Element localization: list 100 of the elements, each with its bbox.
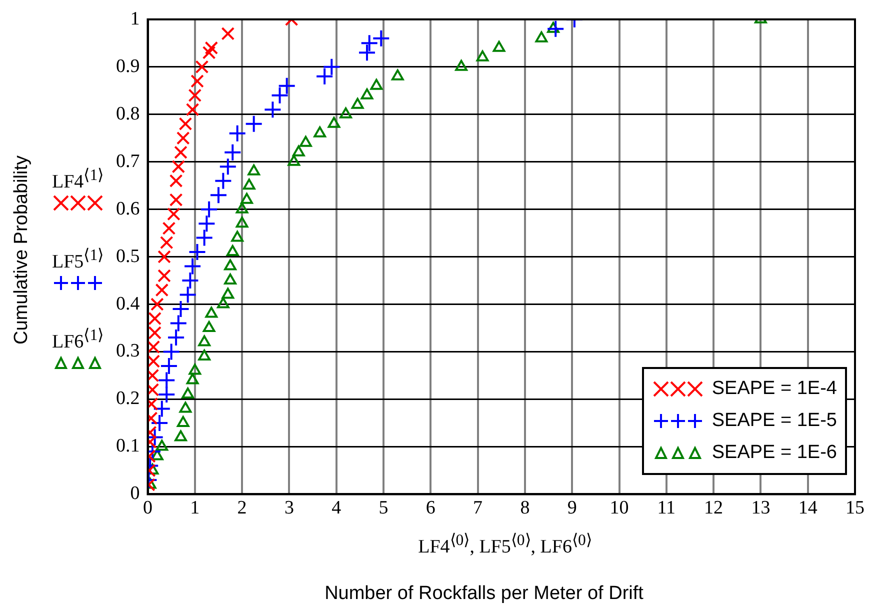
x-tick-label: 7 — [473, 498, 483, 519]
x-tick-label: 8 — [520, 498, 530, 519]
legend-label: SEAPE = 1E-5 — [712, 410, 837, 432]
point — [214, 172, 232, 190]
point — [221, 26, 235, 40]
point — [546, 20, 565, 38]
point — [236, 216, 248, 228]
point — [360, 34, 378, 52]
point — [218, 158, 237, 176]
point — [278, 76, 296, 95]
y-tick-label: 0 — [130, 483, 140, 504]
y-tick-label: 0.9 — [116, 56, 140, 77]
point — [340, 107, 352, 118]
point — [231, 230, 244, 242]
point — [198, 214, 216, 233]
x-tick-label: 10 — [610, 498, 629, 519]
y-tick-label: 0.6 — [116, 198, 140, 220]
point — [152, 400, 171, 418]
point — [150, 414, 169, 432]
point — [372, 29, 390, 48]
x-tick-label: 4 — [332, 498, 342, 519]
point — [351, 98, 364, 109]
y-tick-label: 0.4 — [116, 293, 140, 314]
point — [167, 328, 186, 347]
text: LF4$^{⟨1⟩}$ — [52, 166, 104, 194]
point — [202, 321, 216, 332]
point — [198, 335, 211, 346]
point — [174, 430, 187, 442]
point — [300, 136, 312, 147]
x-axis-title: Number of Rockfalls per Meter of Drift — [324, 583, 644, 605]
point — [224, 274, 236, 285]
point — [222, 288, 234, 299]
point — [176, 416, 190, 427]
point — [204, 41, 218, 55]
point — [169, 314, 188, 332]
point — [391, 69, 404, 80]
point — [184, 257, 202, 276]
point — [209, 186, 228, 204]
point — [202, 46, 216, 60]
point — [492, 40, 506, 52]
y-tick-label: 0.1 — [116, 436, 140, 457]
point — [314, 126, 326, 138]
x-tick-label: 6 — [426, 498, 436, 519]
x-tick-label: 15 — [846, 498, 864, 519]
point — [292, 145, 305, 156]
point — [205, 306, 218, 318]
point — [236, 202, 248, 214]
point — [200, 200, 218, 218]
point — [244, 114, 263, 133]
point — [224, 143, 242, 162]
x-tick-label: 12 — [704, 498, 724, 519]
point — [162, 342, 180, 361]
y-tick-label: 0.7 — [116, 150, 140, 172]
point — [188, 243, 206, 262]
x-tick-label: 9 — [567, 498, 577, 519]
x-tick-label: 13 — [751, 498, 770, 519]
point — [228, 124, 246, 142]
point — [547, 22, 560, 33]
point — [360, 88, 374, 100]
x-tick-label: 2 — [237, 498, 247, 519]
y-tick-label: 1 — [130, 8, 140, 30]
point — [172, 300, 190, 318]
point — [188, 364, 202, 375]
y-axis-title: Cumulative Probability — [11, 155, 33, 345]
point — [358, 44, 376, 62]
point — [216, 297, 230, 308]
text: LF4$^{⟨0⟩}$, LF5$^{⟨0⟩}$, LF6$^{⟨0⟩}$ — [418, 531, 592, 558]
text: LF6$^{⟨1⟩}$ — [52, 326, 104, 354]
point — [158, 371, 176, 390]
point — [224, 259, 236, 270]
x-tick-label: 3 — [284, 498, 294, 519]
point — [322, 58, 341, 76]
point — [242, 178, 256, 190]
point — [186, 373, 199, 384]
point — [182, 387, 194, 398]
legend-label: SEAPE = 1E-4 — [712, 378, 837, 400]
point — [240, 192, 253, 204]
point — [181, 272, 200, 290]
x-tick-label: 1 — [190, 498, 200, 519]
y-tick-label: 0.8 — [116, 103, 140, 124]
x-tick-label: 5 — [378, 498, 388, 519]
point — [535, 31, 548, 42]
point — [316, 67, 334, 86]
point — [455, 60, 468, 71]
point — [288, 154, 300, 166]
y-tick-label: 0.2 — [116, 388, 140, 410]
point — [476, 50, 489, 62]
point — [270, 86, 289, 104]
x-tick-label: 14 — [798, 498, 818, 519]
text: LF5$^{⟨1⟩}$ — [52, 246, 104, 274]
point — [248, 164, 260, 176]
legend-label: SEAPE = 1E-6 — [712, 442, 837, 464]
point — [370, 78, 383, 90]
point — [195, 228, 214, 247]
y-tick-label: 0.5 — [116, 246, 140, 267]
point — [158, 385, 176, 404]
y-tick-label: 0.3 — [116, 340, 140, 362]
point — [156, 440, 168, 451]
x-tick-label: 11 — [657, 498, 676, 519]
point — [179, 402, 192, 413]
